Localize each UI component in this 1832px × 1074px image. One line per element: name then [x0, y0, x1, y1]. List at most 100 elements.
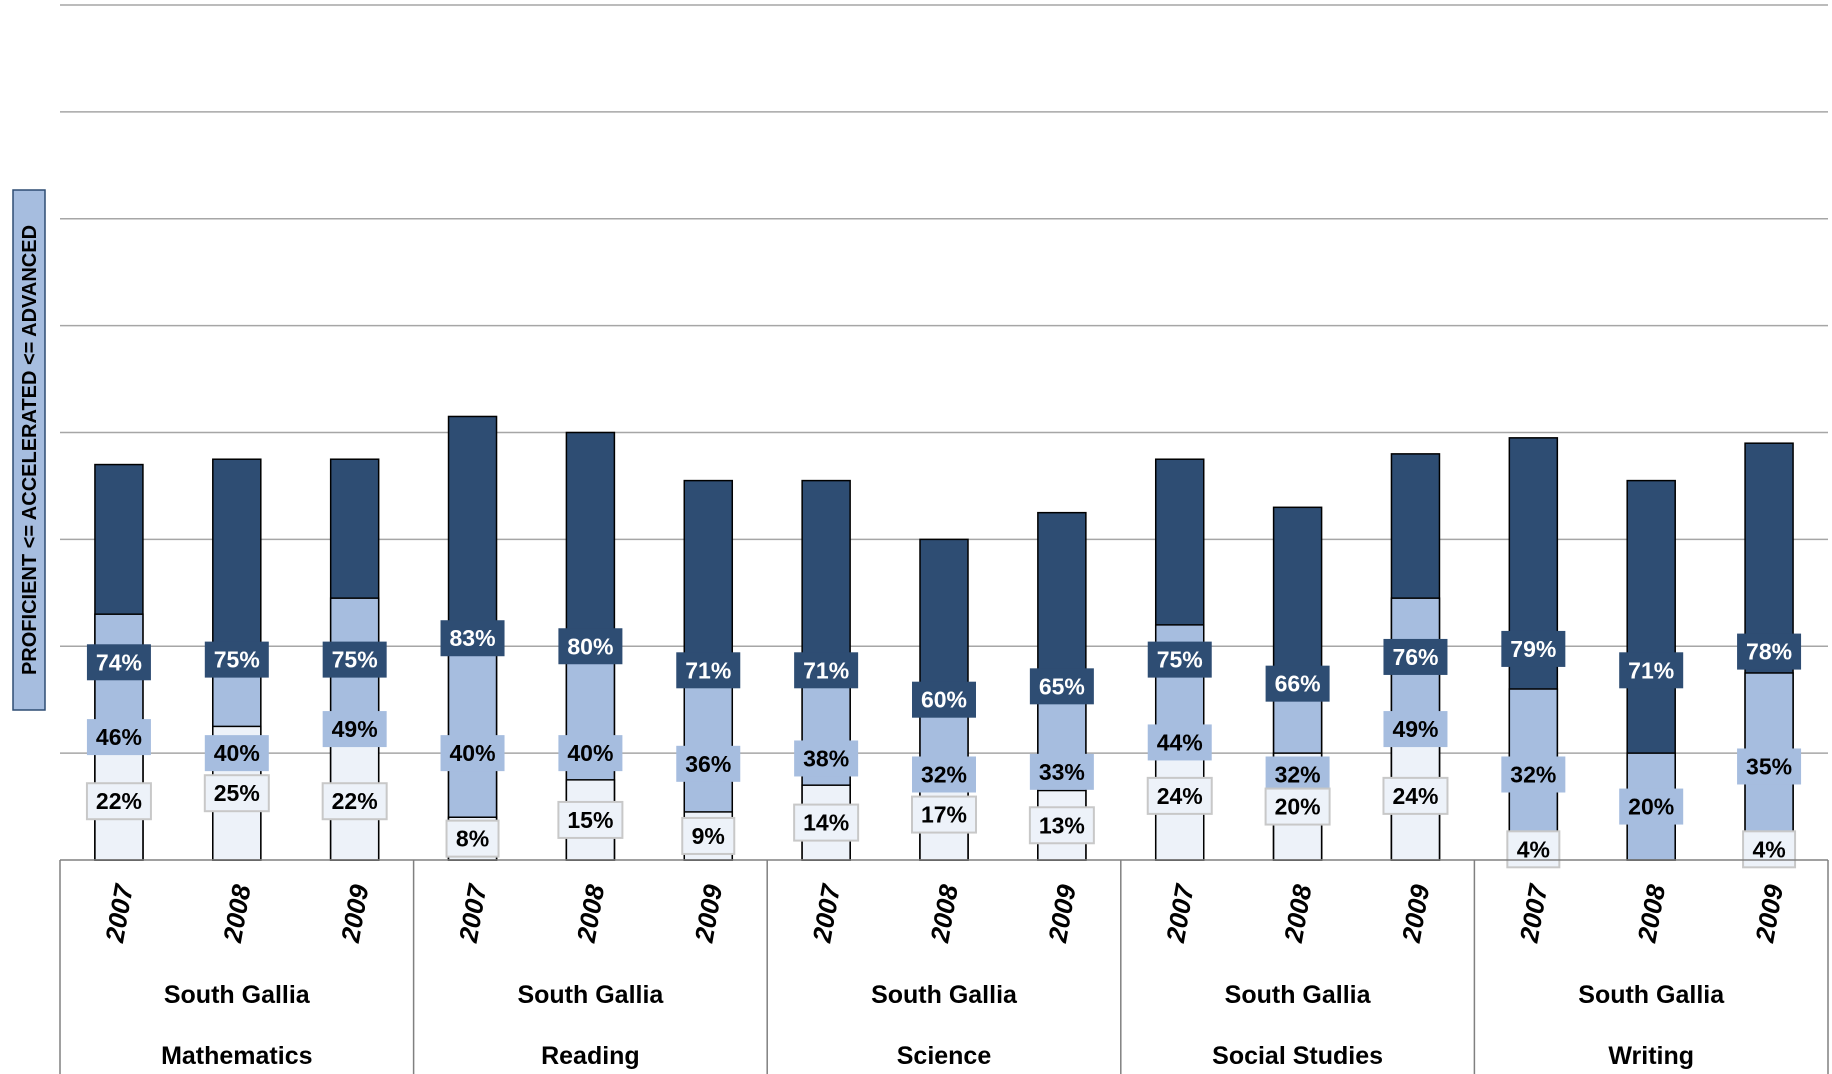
data-label-box — [1501, 630, 1566, 667]
x-axis: 2007 2008 2009 2007 2008 2009 2007 2008 2009 2007… — [59, 859, 1829, 1074]
data-label: 8% — [456, 826, 489, 852]
data-label-box — [204, 735, 269, 772]
year-tick-label: 2009 — [1749, 882, 1789, 946]
subject-label: Science — [897, 1042, 992, 1070]
data-label: 20% — [1628, 794, 1674, 820]
data-label-box — [912, 681, 976, 718]
data-label: 40% — [450, 740, 496, 766]
data-label: 40% — [214, 740, 260, 766]
subject-label: Mathematics — [161, 1042, 312, 1070]
data-label: 71% — [1628, 657, 1674, 683]
subject-label: Social Studies — [1212, 1042, 1383, 1070]
data-label: 4% — [1517, 836, 1550, 862]
data-label-box — [1501, 756, 1566, 793]
data-label: 15% — [567, 807, 613, 833]
data-label-box — [1028, 806, 1095, 845]
data-label: 32% — [921, 762, 967, 788]
year-tick-label: 2008 — [1278, 882, 1318, 946]
data-label: 38% — [803, 745, 849, 771]
year-tick-label: 2007 — [1160, 881, 1200, 946]
data-label: 49% — [332, 716, 378, 742]
district-label: South Gallia — [517, 981, 664, 1009]
data-label-box — [1382, 776, 1449, 815]
data-label: 75% — [1157, 647, 1203, 673]
data-label: 83% — [450, 625, 496, 651]
data-label-box — [85, 782, 152, 821]
data-label-box — [1264, 787, 1331, 826]
district-label: South Gallia — [1225, 981, 1372, 1009]
district-label: South Gallia — [164, 981, 311, 1009]
data-label: 32% — [1510, 762, 1556, 788]
data-label: 74% — [96, 649, 142, 675]
year-tick-label: 2007 — [806, 881, 846, 946]
data-label: 75% — [332, 647, 378, 673]
data-label-box — [911, 795, 977, 834]
data-label: 44% — [1157, 729, 1203, 755]
data-label-box — [445, 819, 500, 858]
data-label: 17% — [921, 802, 967, 828]
data-label-box — [203, 774, 270, 813]
district-label: South Gallia — [871, 981, 1018, 1009]
data-label: 14% — [803, 810, 849, 836]
data-label-box — [1737, 748, 1802, 785]
data-label-box — [86, 644, 151, 681]
data-label-box — [794, 652, 859, 689]
data-label-box — [1147, 724, 1212, 761]
subject-label: Writing — [1608, 1042, 1694, 1070]
data-label-box — [676, 652, 741, 689]
data-label-box — [1029, 753, 1094, 790]
year-tick-label: 2009 — [335, 882, 375, 946]
data-label-box — [440, 735, 505, 772]
data-label-box — [1383, 711, 1448, 748]
y-axis-title-box — [12, 189, 46, 711]
year-tick-label: 2008 — [217, 882, 257, 946]
data-label-box — [86, 719, 151, 756]
data-label-box — [794, 740, 859, 777]
subject-label: Reading — [541, 1042, 640, 1070]
data-label: 49% — [1392, 716, 1438, 742]
data-label: 60% — [921, 687, 967, 713]
data-label-box — [558, 735, 623, 772]
data-labels: 74% 46% 22% 75% 40% 25% 75% 49% 22% 83% 40% 8% 80% 40… — [85, 620, 1802, 869]
year-tick-label: 2007 — [453, 881, 493, 946]
data-label: 36% — [685, 751, 731, 777]
year-tick-label: 2009 — [688, 882, 728, 946]
data-label-box — [793, 803, 860, 842]
data-label: 24% — [1392, 783, 1438, 809]
data-label: 79% — [1510, 636, 1556, 662]
data-label: 65% — [1039, 673, 1085, 699]
data-label: 71% — [685, 657, 731, 683]
y-axis-title: PROFICIENT <= ACCELERATED <= ADVANCED — [19, 225, 41, 675]
data-label: 32% — [1275, 762, 1321, 788]
data-label: 4% — [1752, 836, 1785, 862]
year-tick-label: 2008 — [924, 882, 964, 946]
data-label: 22% — [332, 788, 378, 814]
data-label-box — [1029, 668, 1094, 705]
data-label-box — [912, 756, 976, 793]
data-label-box — [322, 711, 387, 748]
data-label: 66% — [1275, 671, 1321, 697]
data-label-box — [1737, 633, 1802, 670]
data-label-box — [1265, 665, 1330, 702]
data-label-box — [557, 800, 624, 839]
data-label-box — [676, 745, 741, 782]
year-tick-label: 2008 — [1631, 882, 1671, 946]
data-label: 80% — [567, 633, 613, 659]
data-label-box — [558, 628, 623, 665]
data-label: 35% — [1746, 753, 1792, 779]
data-label-box — [1619, 652, 1684, 689]
data-label: 25% — [214, 780, 260, 806]
data-label-box — [681, 816, 736, 855]
year-tick-label: 2009 — [1042, 882, 1082, 946]
data-label: 24% — [1157, 783, 1203, 809]
data-label: 75% — [214, 647, 260, 673]
data-label-box — [1146, 776, 1213, 815]
year-tick-label: 2008 — [571, 882, 611, 946]
data-label: 9% — [692, 823, 725, 849]
data-label: 20% — [1275, 794, 1321, 820]
data-label: 22% — [96, 788, 142, 814]
data-label-box — [1383, 638, 1448, 675]
data-label: 33% — [1039, 759, 1085, 785]
year-tick-label: 2007 — [1514, 881, 1554, 946]
